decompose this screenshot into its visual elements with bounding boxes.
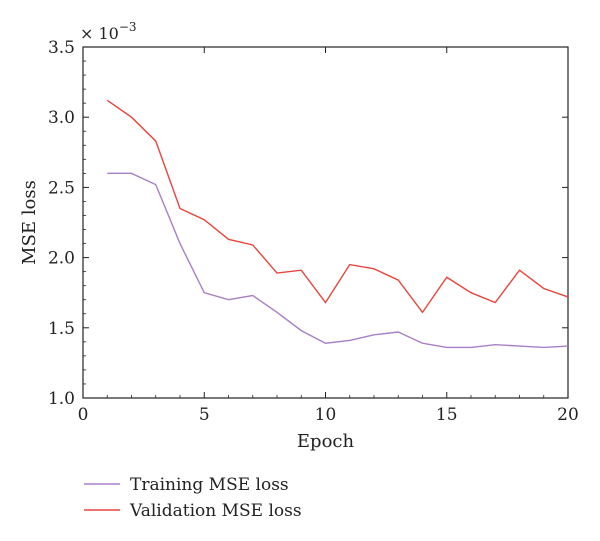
y-axis-title: MSE loss — [19, 180, 40, 265]
series-line-training — [107, 172, 569, 349]
y-scale-exponent: −3 — [119, 20, 137, 34]
y-tick-label: 2.5 — [48, 178, 75, 198]
y-tick-label: 3.0 — [48, 108, 75, 128]
legend: Training MSE loss Validation MSE loss — [84, 475, 302, 521]
series-lines — [106, 99, 569, 349]
x-tick-label: 10 — [315, 405, 337, 425]
x-tick-label: 0 — [78, 405, 89, 425]
x-tick-label: 15 — [436, 405, 458, 425]
x-tick-label: 5 — [199, 405, 210, 425]
axis-labels: Epoch MSE loss × 10−3 — [19, 20, 354, 452]
series-line-validation — [106, 99, 569, 314]
y-tick-label: 3.5 — [48, 38, 75, 58]
y-tick-label: 1.5 — [48, 319, 75, 339]
y-scale-multiplier: × 10−3 — [80, 20, 137, 43]
x-axis-title: Epoch — [297, 431, 355, 452]
y-scale-label: × 10 — [80, 24, 119, 43]
y-tick-label: 2.0 — [48, 249, 75, 269]
y-tick-label: 1.0 — [48, 389, 75, 409]
x-tick-label: 20 — [557, 405, 579, 425]
legend-label-training: Training MSE loss — [130, 475, 289, 495]
axes: 0 5 10 15 20 1.0 1.5 2.0 2.5 3.0 3.5 — [48, 38, 579, 425]
legend-label-validation: Validation MSE loss — [129, 501, 302, 521]
